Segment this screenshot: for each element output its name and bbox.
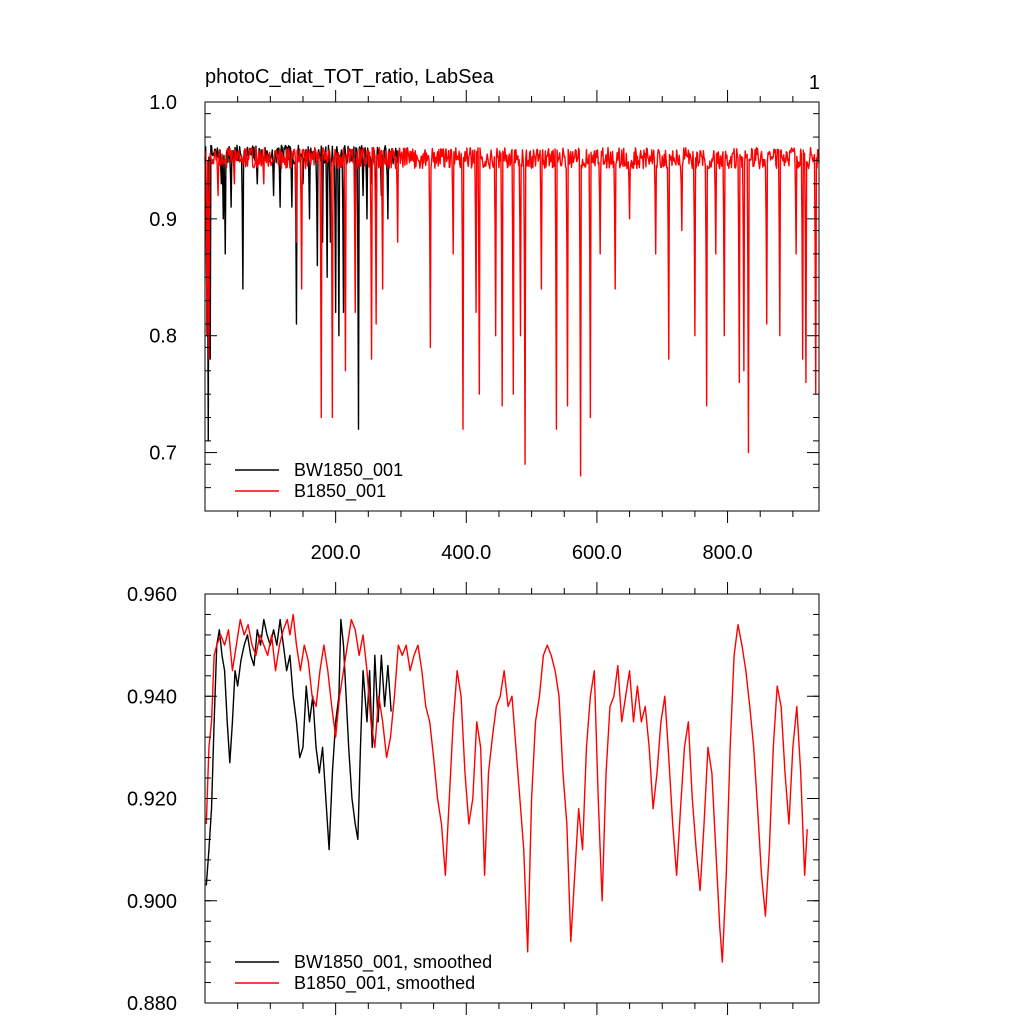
bottom-legend: BW1850_001, smoothed B1850_001, smoothed <box>235 952 492 994</box>
chart-title: photoC_diat_TOT_ratio, LabSea <box>205 66 495 88</box>
y-tick-label: 0.880 <box>127 993 177 1015</box>
legend-label-bw1850-smoothed: BW1850_001, smoothed <box>294 952 492 973</box>
legend-label-b1850: B1850_001 <box>294 481 386 502</box>
bottom-axis-ticks: 0.880 0.900 0.920 0.940 0.960 <box>127 582 819 1015</box>
top-legend: BW1850_001 B1850_001 <box>235 460 403 502</box>
series-line-bw1850-001-smoothed <box>205 618 392 886</box>
y-tick-label: 0.900 <box>127 891 177 913</box>
bottom-panel: 0.880 0.900 0.920 0.940 0.960 BW1850_001, sm… <box>127 582 820 1015</box>
top-axis-ticks: 0.7 0.8 0.9 1.0 200.0 400.0 600.0 800.0 <box>149 90 819 564</box>
x-tick-label: 800.0 <box>703 542 753 564</box>
bottom-series-group <box>205 613 808 963</box>
x-tick-label: 400.0 <box>441 542 491 564</box>
x-tick-label: 600.0 <box>572 542 622 564</box>
y-tick-label: 0.920 <box>127 789 177 811</box>
top-series-group <box>204 144 820 477</box>
y-tick-label: 0.940 <box>127 686 177 708</box>
y-tick-label: 0.9 <box>149 209 177 231</box>
y-tick-label: 0.7 <box>149 443 177 465</box>
legend-label-b1850-smoothed: B1850_001, smoothed <box>294 973 475 994</box>
panel-number-label: 1 <box>809 72 820 94</box>
top-plot-frame <box>204 101 820 512</box>
y-tick-label: 0.960 <box>127 584 177 606</box>
y-tick-label: 1.0 <box>149 92 177 114</box>
series-line-b1850-001-smoothed <box>205 613 808 963</box>
series-line-b1850-001 <box>204 146 820 477</box>
top-panel: photoC_diat_TOT_ratio, LabSea 1 0.70.80.… <box>149 66 820 564</box>
legend-label-bw1850: BW1850_001 <box>294 460 403 481</box>
x-tick-label: 200.0 <box>311 542 361 564</box>
y-tick-label: 0.8 <box>149 326 177 348</box>
